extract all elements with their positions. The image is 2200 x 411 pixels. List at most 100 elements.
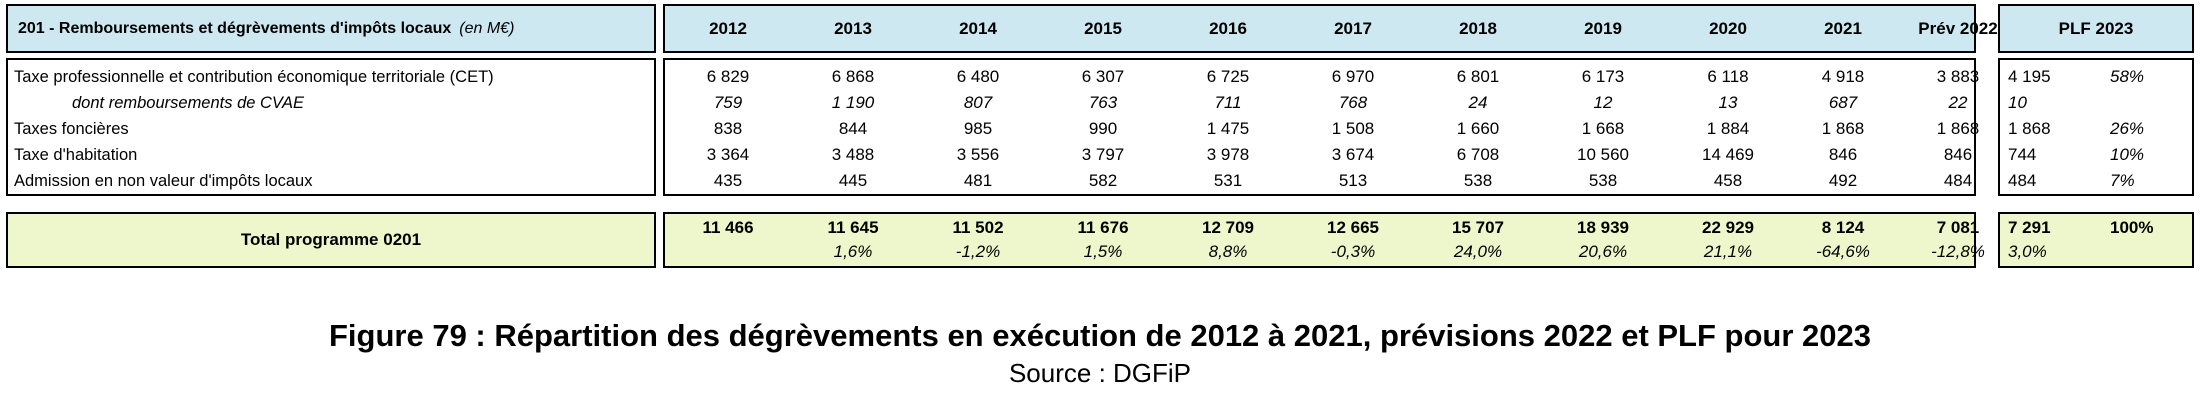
table-cell: 484 xyxy=(1943,171,1973,190)
year-header: 2016 xyxy=(1209,18,1247,38)
plf-value: 484 xyxy=(2008,171,2037,190)
total-plf-growth: 3,0% xyxy=(2008,242,2047,261)
row-label: Admission en non valeur d'impôts locaux xyxy=(14,172,313,190)
total-growth: 8,8% xyxy=(1208,242,1248,261)
plf-value: 744 xyxy=(2008,145,2037,164)
table-cell: 24 xyxy=(1468,93,1488,112)
table-cell: 1 475 xyxy=(1206,119,1250,138)
table-cell: 1 668 xyxy=(1581,119,1625,138)
table-cell: 6 725 xyxy=(1206,67,1250,86)
plf-share: 10% xyxy=(2110,145,2145,164)
figure-source: Source : DGFiP xyxy=(1008,358,1192,388)
table-unit: (en M€) xyxy=(459,19,515,37)
total-value: 12 665 xyxy=(1327,218,1379,237)
year-header: 2021 xyxy=(1824,18,1862,38)
table-cell: 3 883 xyxy=(1936,67,1980,86)
total-plf-share: 100% xyxy=(2110,218,2154,237)
year-header: 2014 xyxy=(959,18,997,38)
total-value: 15 707 xyxy=(1452,218,1504,237)
table-cell: 846 xyxy=(1943,145,1973,164)
total-value: 8 124 xyxy=(1821,218,1865,237)
table-cell: 10 560 xyxy=(1577,145,1629,164)
figure-caption: Figure 79 : Répartition des dégrèvements… xyxy=(329,318,1871,353)
total-growth: 20,6% xyxy=(1578,242,1628,261)
total-value: 22 929 xyxy=(1702,218,1754,237)
total-growth: -12,8% xyxy=(1931,242,1985,261)
table-cell: 22 xyxy=(1948,93,1968,112)
table-cell: 763 xyxy=(1088,93,1118,112)
row-label: Taxe d'habitation xyxy=(14,146,138,164)
total-value: 11 676 xyxy=(1077,218,1129,237)
table-cell: 6 173 xyxy=(1581,67,1625,86)
row-label: Taxes foncières xyxy=(14,120,129,138)
row-label: dont remboursements de CVAE xyxy=(72,94,305,112)
table-cell: 846 xyxy=(1828,145,1858,164)
table-cell: 12 xyxy=(1593,93,1613,112)
table-cell: 807 xyxy=(963,93,993,112)
year-header: 2017 xyxy=(1334,18,1372,38)
table-cell: 6 868 xyxy=(831,67,875,86)
total-value: 11 502 xyxy=(952,218,1004,237)
total-label-cell: Total programme 0201 xyxy=(6,212,656,268)
table-title: 201 - Remboursements et dégrèvements d'i… xyxy=(18,6,514,51)
year-header: 2012 xyxy=(709,18,747,38)
plf-value: 1 868 xyxy=(2008,119,2051,138)
table-cell: 6 970 xyxy=(1331,67,1375,86)
plf-share: 7% xyxy=(2110,171,2135,190)
table-cell: 1 868 xyxy=(1936,119,1980,138)
plf-share: 26% xyxy=(2110,119,2145,138)
table-cell: 538 xyxy=(1463,171,1493,190)
table-cell: 14 469 xyxy=(1702,145,1754,164)
table-cell: 538 xyxy=(1588,171,1618,190)
plf-value: 4 195 xyxy=(2008,67,2051,86)
plf-values-block: 4 195 58% 10 1 868 26% 744 10% 484 7% xyxy=(1998,58,2194,196)
table-cell: 6 118 xyxy=(1707,67,1749,86)
table-cell: 1 884 xyxy=(1706,119,1750,138)
year-header: Prév 2022 xyxy=(1918,18,1998,38)
table-header-label-cell: 201 - Remboursements et dégrèvements d'i… xyxy=(6,4,656,53)
table-cell: 3 978 xyxy=(1206,145,1250,164)
plf-header-cell: PLF 2023 xyxy=(1998,4,2194,53)
table-cell: 1 190 xyxy=(831,93,875,112)
table-cell: 711 xyxy=(1214,93,1242,112)
table-cell: 4 918 xyxy=(1821,67,1865,86)
total-plf-value: 7 291 xyxy=(2008,218,2051,237)
total-value: 12 709 xyxy=(1202,218,1254,237)
table-cell: 513 xyxy=(1338,171,1368,190)
table-cell: 6 307 xyxy=(1081,67,1125,86)
table-cell: 3 488 xyxy=(831,145,875,164)
year-header: 2013 xyxy=(834,18,872,38)
table-cell: 6 480 xyxy=(956,67,1000,86)
table-cell: 844 xyxy=(838,119,868,138)
table-cell: 985 xyxy=(963,119,993,138)
table-cell: 445 xyxy=(838,171,868,190)
table-title-text: 201 - Remboursements et dégrèvements d'i… xyxy=(18,19,452,37)
table-cell: 582 xyxy=(1088,171,1118,190)
year-header: 2019 xyxy=(1584,18,1622,38)
table-cell: 481 xyxy=(963,171,993,190)
total-growth: -1,2% xyxy=(955,242,1001,261)
table-cell: 1 508 xyxy=(1331,119,1375,138)
total-values-block: 11 466 11 645 11 502 11 676 12 709 12 665 15 7… xyxy=(663,212,1985,268)
plf-header: PLF 2023 xyxy=(2058,18,2134,38)
year-header: 2015 xyxy=(1084,18,1122,38)
table-cell: 838 xyxy=(713,119,743,138)
total-plf-block: 7 291 100% 3,0% xyxy=(1998,212,2194,268)
table-cell: 531 xyxy=(1213,171,1243,190)
total-value: 7 081 xyxy=(1936,218,1980,237)
table-cell: 759 xyxy=(713,93,743,112)
table-cell: 3 674 xyxy=(1331,145,1375,164)
table-cell: 6 801 xyxy=(1456,67,1500,86)
table-cell: 492 xyxy=(1828,171,1858,190)
year-header: 2018 xyxy=(1459,18,1497,38)
table-cell: 990 xyxy=(1088,119,1118,138)
total-label: Total programme 0201 xyxy=(240,230,422,249)
table-cell: 1 868 xyxy=(1821,119,1865,138)
row-label: Taxe professionnelle et contribution éco… xyxy=(14,68,494,86)
total-value: 11 645 xyxy=(827,218,879,237)
total-value: 11 466 xyxy=(702,218,754,237)
table-cell: 1 660 xyxy=(1456,119,1500,138)
plf-share: 58% xyxy=(2110,67,2145,86)
total-value: 18 939 xyxy=(1577,218,1629,237)
year-header-row: 2012 2013 2014 2015 2016 2017 2018 2019 2020 2021… xyxy=(663,4,1998,53)
